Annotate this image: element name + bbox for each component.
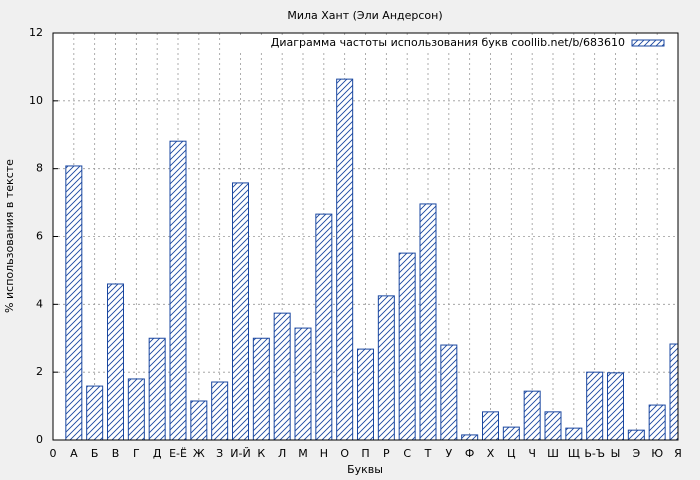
x-tick-label: Э [632,447,640,460]
bar [357,348,374,440]
legend-swatch [631,39,665,47]
bar [127,378,145,440]
x-tick-label: Ж [193,447,205,460]
x-tick-label: Ц [507,447,516,460]
x-tick-label: С [403,447,411,460]
bar [65,165,83,440]
bar [461,434,479,440]
bar [211,381,229,440]
y-tick-label: 12 [29,26,43,39]
x-tick-label: Р [383,447,390,460]
bar [232,182,249,440]
bar [86,385,104,440]
x-tick-label: К [257,447,265,460]
x-tick-label: О [340,447,349,460]
x-axis-label: Буквы [347,463,383,476]
y-tick-label: 8 [36,162,43,175]
x-tick-label: Д [153,447,162,460]
x-tick-label: Ь-Ъ [584,447,605,460]
x-tick-label: Ы [611,447,621,460]
x-tick-label: Б [91,447,99,460]
y-tick-label: 6 [36,230,43,243]
bar [502,426,520,440]
bar [648,404,666,440]
bar [482,411,499,440]
bar [440,344,458,440]
y-tick-label: 10 [29,94,43,107]
y-axis-label: % использования в тексте [3,159,16,313]
x-tick-label: Н [320,447,328,460]
x-tick-label: Л [278,447,286,460]
bar [627,429,645,440]
bar [669,343,678,440]
bar [398,252,416,440]
bar [315,213,333,440]
chart-title: Мила Хант (Эли Андерсон) [287,9,442,22]
x-tick-label: З [216,447,223,460]
x-tick-label: 0 [50,447,57,460]
x-tick-label: М [298,447,308,460]
x-tick-label: Т [424,447,432,460]
x-tick-label: Я [674,447,682,460]
bar [169,140,187,440]
x-tick-label: В [112,447,120,460]
x-tick-label: Ш [547,447,559,460]
bar [523,390,541,440]
legend-label: Диаграмма частоты использования букв coo… [271,36,625,49]
x-tick-label: Ф [465,447,474,460]
x-tick-label: И-Й [230,447,250,460]
bar [565,427,583,440]
bar [544,411,562,440]
bar [107,283,124,440]
bar [586,371,604,440]
bar [607,372,624,440]
bar [273,312,291,440]
x-tick-label: Х [487,447,495,460]
x-tick-label: У [445,447,452,460]
x-tick-label: Е-Ё [169,447,187,460]
y-tick-label: 4 [36,297,43,310]
bar [294,327,312,440]
legend-box [240,35,676,51]
x-tick-label: Щ [568,447,580,460]
bar [190,400,208,440]
x-tick-label: А [70,447,78,460]
y-tick-label: 2 [36,365,43,378]
bar [336,78,354,440]
x-tick-label: П [361,447,369,460]
y-tick-label: 0 [36,433,43,446]
bar [377,295,395,440]
bar [419,203,437,440]
bar [252,337,270,440]
x-tick-label: Ю [651,447,663,460]
x-tick-label: Г [133,447,140,460]
bar [148,337,166,440]
x-tick-label: Ч [528,447,536,460]
